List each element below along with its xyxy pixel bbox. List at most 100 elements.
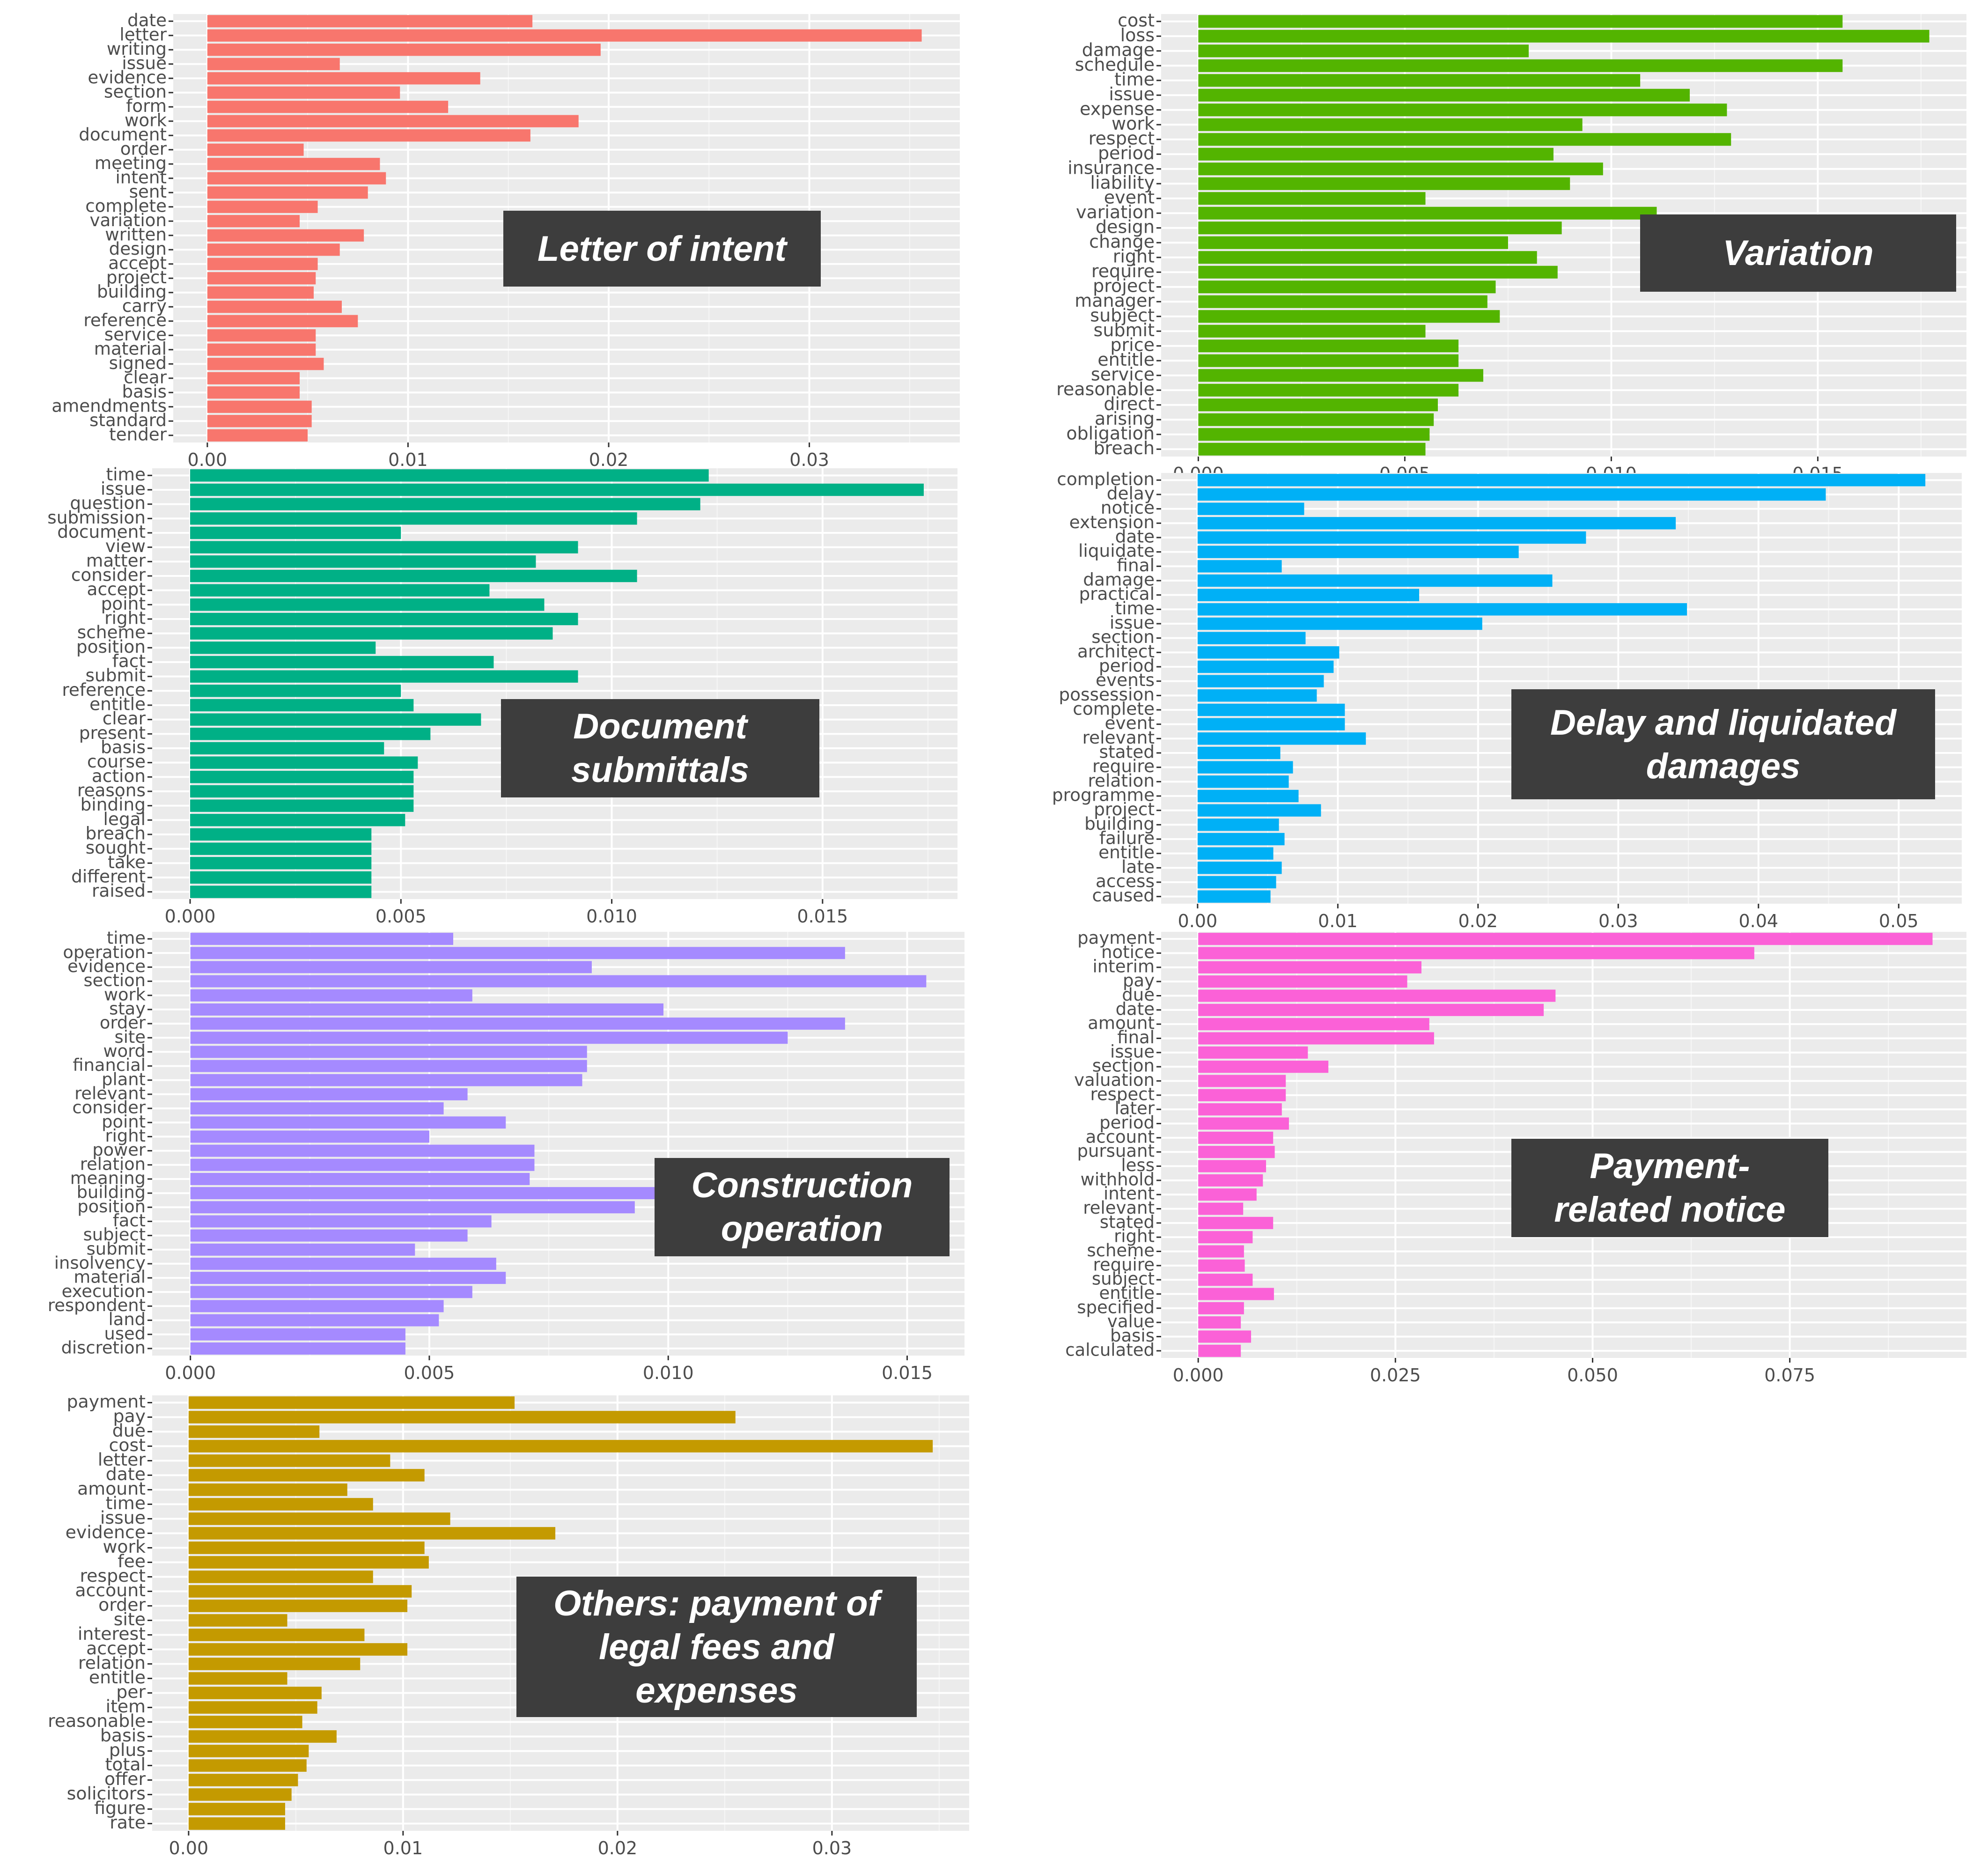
category-label: issue xyxy=(122,52,167,73)
bar-right xyxy=(190,612,578,626)
chart-title-box: Variation xyxy=(1640,214,1956,292)
bar-loss xyxy=(1198,29,1929,43)
chart-title-line: expenses xyxy=(635,1670,798,1711)
chart-title-line: Others: payment of xyxy=(553,1583,880,1623)
category-label: clear xyxy=(103,708,146,729)
x-tick-label: 0.015 xyxy=(882,1363,933,1383)
category-label: less xyxy=(1121,1155,1155,1175)
category-label: evidence xyxy=(67,956,146,976)
category-label: consider xyxy=(71,565,146,585)
bar-entitle xyxy=(1197,847,1274,860)
bar-building xyxy=(190,1187,659,1200)
bar-matter xyxy=(190,555,536,568)
x-tick-label: 0.03 xyxy=(812,1838,852,1858)
bar-building xyxy=(1197,818,1279,831)
bar-direct xyxy=(1198,398,1438,412)
category-label: accept xyxy=(87,579,146,599)
x-tick-label: 0.000 xyxy=(165,906,216,927)
category-label: access xyxy=(1096,871,1155,892)
x-tick-label: 0.015 xyxy=(797,906,848,927)
category-label: writing xyxy=(107,38,167,59)
category-label: time xyxy=(107,928,146,948)
category-label: fact xyxy=(113,1210,146,1231)
category-label: work xyxy=(125,110,167,130)
bar-caused xyxy=(1197,890,1271,903)
category-label: amendments xyxy=(52,395,167,416)
category-label: power xyxy=(92,1140,146,1160)
x-tick-label: 0.050 xyxy=(1567,1365,1618,1386)
bar-accept xyxy=(188,1643,408,1656)
category-label: date xyxy=(1115,526,1155,547)
bar-time xyxy=(190,469,709,482)
category-label: time xyxy=(1115,598,1155,619)
bar-valuation xyxy=(1198,1075,1286,1087)
bar-site xyxy=(190,1032,788,1044)
bar-reasons xyxy=(190,785,414,798)
category-label: issue xyxy=(100,1507,146,1528)
category-label: relevant xyxy=(74,1083,146,1103)
category-label: require xyxy=(1093,1254,1155,1275)
category-label: subject xyxy=(83,1224,146,1245)
bar-extension xyxy=(1197,517,1676,530)
bar-figure xyxy=(188,1803,285,1815)
bar-tender xyxy=(207,429,308,442)
x-tick-label: 0.03 xyxy=(789,450,829,470)
bar-position xyxy=(190,641,376,654)
bar-cost xyxy=(188,1440,933,1452)
bar-sent xyxy=(207,186,368,199)
category-label: direct xyxy=(1104,393,1155,414)
category-label: relevant xyxy=(1083,1198,1155,1218)
bar-present xyxy=(190,728,431,740)
bar-accept xyxy=(207,258,318,270)
bar-notice xyxy=(1198,947,1754,959)
category-label: word xyxy=(103,1041,146,1061)
bar-damage xyxy=(1197,574,1553,587)
bar-period xyxy=(1198,147,1554,161)
bar-service xyxy=(207,329,316,342)
category-label: point xyxy=(102,1112,146,1132)
bar-course xyxy=(190,756,418,769)
bar-basis xyxy=(1198,1330,1252,1343)
x-tick-label: 0.00 xyxy=(188,450,228,470)
bar-amount xyxy=(188,1483,347,1496)
bar-period xyxy=(1198,1117,1289,1130)
category-label: per xyxy=(116,1681,146,1702)
bar-arising xyxy=(1198,413,1434,426)
category-label: position xyxy=(76,636,146,657)
bar-relevant xyxy=(1197,732,1366,745)
category-label: possession xyxy=(1059,684,1155,705)
bar-view xyxy=(190,541,578,553)
category-label: relation xyxy=(80,1154,146,1174)
bar-position xyxy=(190,1201,635,1214)
x-tick-label: 0.02 xyxy=(598,1838,638,1858)
category-label: respect xyxy=(1090,1084,1155,1104)
category-label: event xyxy=(1104,187,1155,207)
bar-item xyxy=(188,1701,317,1714)
category-label: reasons xyxy=(77,780,146,801)
chart-title-box: Document submittals xyxy=(501,699,819,797)
category-label: liquidate xyxy=(1078,540,1155,561)
bar-right xyxy=(1198,1231,1253,1244)
category-label: building xyxy=(77,1182,146,1202)
bar-entitle xyxy=(190,699,414,712)
bar-meaning xyxy=(190,1172,530,1185)
category-label: failure xyxy=(1099,828,1155,848)
category-label: issue xyxy=(1110,612,1155,633)
bar-clear xyxy=(207,372,300,384)
category-label: complete xyxy=(85,195,167,216)
category-label: fact xyxy=(112,651,146,671)
category-label: amount xyxy=(1088,1013,1155,1033)
category-label: event xyxy=(1104,713,1155,733)
bar-time xyxy=(188,1498,373,1511)
category-label: stated xyxy=(1100,1212,1155,1232)
category-label: reference xyxy=(83,310,167,330)
category-label: scheme xyxy=(1087,1240,1155,1261)
bar-stated xyxy=(1197,746,1281,759)
category-label: work xyxy=(104,984,146,1004)
bar-section xyxy=(207,86,400,99)
category-label: section xyxy=(104,81,167,102)
bar-legal xyxy=(190,814,405,826)
chart-title-box: Delay and liquidated damages xyxy=(1511,689,1935,799)
bar-damage xyxy=(1198,44,1529,58)
category-label: entitle xyxy=(1099,1283,1155,1303)
